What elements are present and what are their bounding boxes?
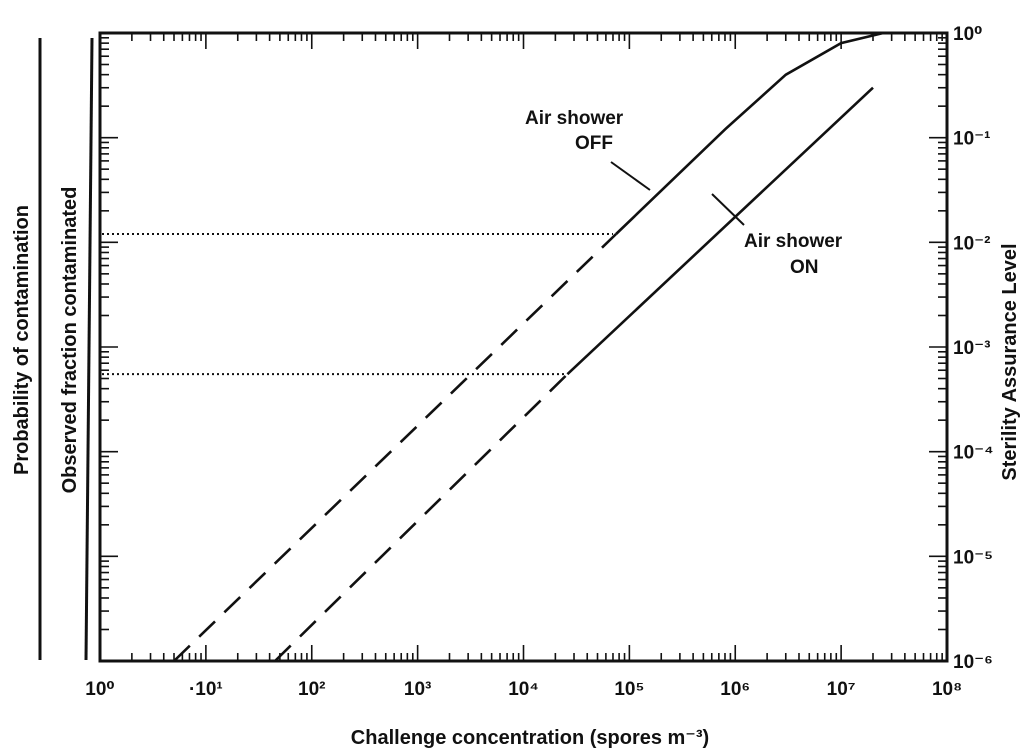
axis-ticks [99, 33, 947, 662]
y-tick-label-right: 10⁻⁶ [953, 652, 993, 673]
x-tick-label: 10⁴ [508, 679, 539, 700]
left-axis-title-outer: Probability of contamination [11, 205, 33, 475]
series-lines [173, 31, 884, 662]
x-tick-label: 10⁷ [827, 679, 856, 700]
y-tick-label-right: 10⁻² [953, 233, 991, 254]
annotation-off-line1: Air shower [525, 108, 624, 129]
annotation-off-line2: OFF [575, 133, 613, 154]
x-tick-label: 10⁵ [614, 679, 644, 700]
plot-border [98, 31, 949, 663]
series-air-shower-off-solid-line [615, 31, 884, 235]
annotation-on-line1: Air shower [744, 231, 843, 252]
x-tick-label: ·10¹ [189, 679, 223, 700]
x-axis-title: Challenge concentration (spores m⁻³) [351, 727, 709, 749]
y-tick-label-right: 10⁻³ [953, 338, 991, 359]
annotation-on-pointer [711, 193, 745, 226]
left-axis-bracket-inner [84, 37, 94, 661]
y-tick-label-right: 10⁻¹ [953, 129, 991, 150]
right-axis-title: Sterility Assurance Level [999, 243, 1021, 480]
y-tick-label-right: 10⁰ [953, 24, 982, 45]
x-tick-label: 10⁶ [720, 679, 750, 700]
x-tick-label: 10² [298, 679, 325, 700]
plot-frame [98, 31, 949, 663]
series-air-shower-on-dashed-line [274, 373, 569, 662]
annotation-off-pointer [610, 161, 651, 191]
observed-level-lines [102, 233, 613, 376]
series-air-shower-on-solid-line [566, 86, 874, 376]
x-tick-label: 10³ [404, 679, 431, 700]
x-tick-label: 10⁸ [932, 679, 962, 700]
tick-labels: 10⁰ ·10¹ 10² 10³ 10⁴ 10⁵ 10⁶ 10⁷ 10⁸ 10⁰ 10⁻¹ 10⁻² 1… [85, 24, 993, 700]
annotation-on-line2: ON [790, 257, 819, 278]
series-air-shower-off-dashed-line [173, 233, 618, 662]
x-tick-label: 10⁰ [85, 679, 114, 700]
left-axis-title-inner: Observed fraction contaminated [59, 187, 81, 494]
y-tick-label-right: 10⁻⁵ [953, 547, 993, 568]
y-tick-label-right: 10⁻⁴ [953, 443, 994, 464]
